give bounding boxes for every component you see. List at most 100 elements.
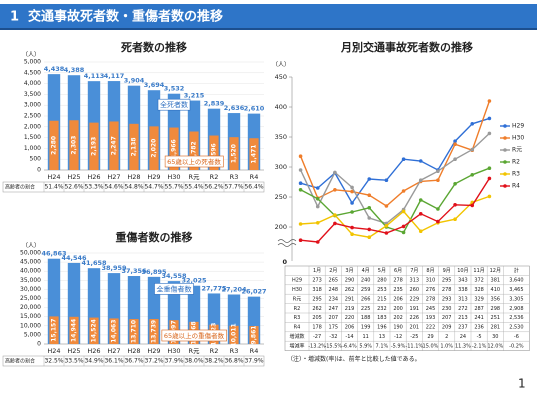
table-cell: -32 <box>329 334 337 340</box>
x-tick-label: R元 <box>188 347 200 355</box>
point <box>367 193 372 197</box>
bar <box>69 316 79 344</box>
ratio-value: 56.2% <box>204 184 223 191</box>
ratio-value: 54.7% <box>144 184 163 191</box>
x-tick-label: R3 <box>230 347 239 355</box>
value-label: 4,438 <box>44 65 65 73</box>
legend-label: R3 <box>512 171 520 178</box>
table-header: 1月 <box>313 268 321 274</box>
table-header: 2月 <box>329 268 337 274</box>
point <box>470 147 475 152</box>
ratio-value: 55.7% <box>164 184 183 191</box>
table-cell: -25 <box>410 334 418 340</box>
value-label: 4,117 <box>104 72 125 80</box>
table-cell: 15.0% <box>423 343 439 349</box>
table-cell: 2,908 <box>509 306 523 312</box>
legend-marker <box>503 172 507 176</box>
value-label: 10,011 <box>231 323 238 346</box>
bar <box>249 138 259 170</box>
point <box>418 229 423 233</box>
ratio-value: 52.6% <box>64 184 83 191</box>
table-row-label: H30 <box>292 287 302 293</box>
point <box>350 225 354 230</box>
y-tick-label: 3,000 <box>24 102 41 109</box>
bar <box>209 135 219 170</box>
table-cell: 206 <box>345 325 355 331</box>
table-cell: 278 <box>442 287 452 293</box>
point <box>470 203 475 208</box>
table-cell: 287 <box>474 306 484 312</box>
point <box>453 203 457 207</box>
table-header: 4月 <box>362 268 370 274</box>
point <box>367 206 372 210</box>
point <box>487 116 492 121</box>
table-header: 5月 <box>378 268 386 274</box>
table-cell: 207 <box>329 315 339 321</box>
ratio-row <box>2 181 265 193</box>
bar <box>89 122 99 170</box>
point <box>315 240 320 244</box>
ratio-value: 56.4% <box>244 184 263 191</box>
legend-label: R元 <box>512 147 522 154</box>
point <box>315 197 320 201</box>
value-label: 32,025 <box>181 277 207 285</box>
point <box>453 142 457 146</box>
x-tick-label: H29 <box>147 347 160 355</box>
point <box>298 238 303 242</box>
point <box>350 210 354 214</box>
value-label: 4,113 <box>84 72 105 80</box>
table-header: 12月 <box>490 268 501 274</box>
point <box>384 178 389 182</box>
point <box>470 122 475 126</box>
table-cell: 193 <box>426 315 436 321</box>
value-label: 3,904 <box>124 77 145 85</box>
series-line <box>300 178 491 243</box>
table-cell: 235 <box>393 287 403 293</box>
y-tick-label: 1,000 <box>24 145 41 152</box>
legend-marker <box>503 184 507 188</box>
table-cell: -6.4% <box>342 343 357 349</box>
value-label: 27,204 <box>221 285 247 293</box>
point <box>418 178 423 182</box>
y-axis-label: （人） <box>22 52 40 59</box>
table-cell: 29 <box>427 334 433 340</box>
ratio-value: 37.9% <box>244 358 263 365</box>
annotation-box <box>161 329 227 342</box>
table-cell: 12.0% <box>487 343 503 349</box>
header-bar <box>0 4 537 28</box>
bar <box>49 120 59 170</box>
table-cell: 229 <box>410 296 420 302</box>
bar <box>109 121 119 170</box>
point <box>333 188 337 192</box>
bar <box>149 126 159 170</box>
bar <box>89 317 99 344</box>
ratio-value: 55.4% <box>184 184 203 191</box>
legend-marker <box>503 160 507 164</box>
y-tick-label: 2,500 <box>24 113 41 120</box>
table-cell: 202 <box>393 315 403 321</box>
value-label: 3,215 <box>184 92 205 100</box>
value-label: 4,388 <box>64 66 85 74</box>
table-cell: 190 <box>393 325 403 331</box>
table-cell: 24 <box>460 334 466 340</box>
y-tick-label: 35,000 <box>20 277 41 284</box>
value-label: 2,636 <box>224 104 245 112</box>
point <box>315 221 320 225</box>
value-label: 41,658 <box>81 259 107 267</box>
y-tick-label: 200 <box>275 223 287 231</box>
value-label: 2,839 <box>204 100 225 108</box>
table-cell: 178 <box>312 325 322 331</box>
ratio-value: 54.6% <box>104 184 123 191</box>
x-tick-label: H30 <box>167 347 180 355</box>
table-cell: 295 <box>442 278 452 284</box>
table-cell: 262 <box>312 306 322 312</box>
value-label: 44,546 <box>61 254 87 262</box>
table-cell: 291 <box>345 296 355 302</box>
point <box>298 154 303 158</box>
ratio-value: 32.5% <box>44 358 63 365</box>
ratio-value: 33.5% <box>64 358 83 365</box>
ratio-value: 54.8% <box>124 184 143 191</box>
table-cell: -5 <box>477 334 482 340</box>
ratio-value: 36.8% <box>224 358 243 365</box>
